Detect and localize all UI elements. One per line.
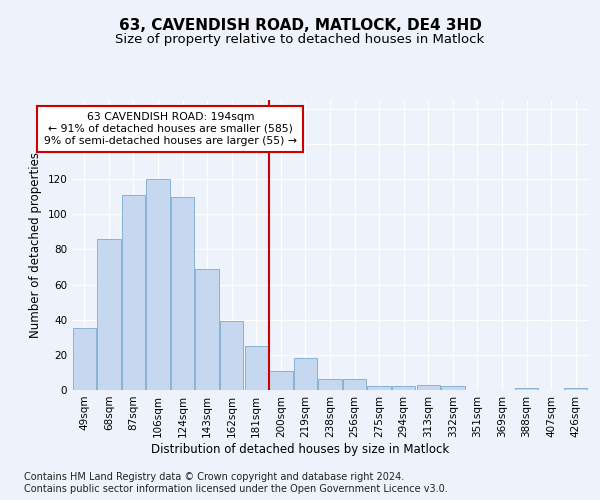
- Bar: [97, 239, 121, 390]
- Bar: [245, 346, 268, 390]
- Bar: [122, 195, 145, 390]
- Bar: [73, 328, 96, 390]
- Bar: [515, 388, 538, 390]
- Bar: [367, 386, 391, 390]
- Bar: [146, 179, 170, 390]
- Bar: [392, 386, 415, 390]
- Text: 63 CAVENDISH ROAD: 194sqm
← 91% of detached houses are smaller (585)
9% of semi-: 63 CAVENDISH ROAD: 194sqm ← 91% of detac…: [44, 112, 297, 146]
- Bar: [564, 388, 587, 390]
- Text: Size of property relative to detached houses in Matlock: Size of property relative to detached ho…: [115, 32, 485, 46]
- Bar: [171, 196, 194, 390]
- Bar: [319, 380, 341, 390]
- Bar: [269, 370, 293, 390]
- Bar: [220, 322, 244, 390]
- Bar: [294, 358, 317, 390]
- Bar: [196, 268, 219, 390]
- Bar: [416, 384, 440, 390]
- Bar: [343, 380, 366, 390]
- Text: Contains HM Land Registry data © Crown copyright and database right 2024.: Contains HM Land Registry data © Crown c…: [24, 472, 404, 482]
- Text: 63, CAVENDISH ROAD, MATLOCK, DE4 3HD: 63, CAVENDISH ROAD, MATLOCK, DE4 3HD: [119, 18, 481, 32]
- Text: Contains public sector information licensed under the Open Government Licence v3: Contains public sector information licen…: [24, 484, 448, 494]
- Bar: [441, 386, 464, 390]
- Y-axis label: Number of detached properties: Number of detached properties: [29, 152, 42, 338]
- Text: Distribution of detached houses by size in Matlock: Distribution of detached houses by size …: [151, 442, 449, 456]
